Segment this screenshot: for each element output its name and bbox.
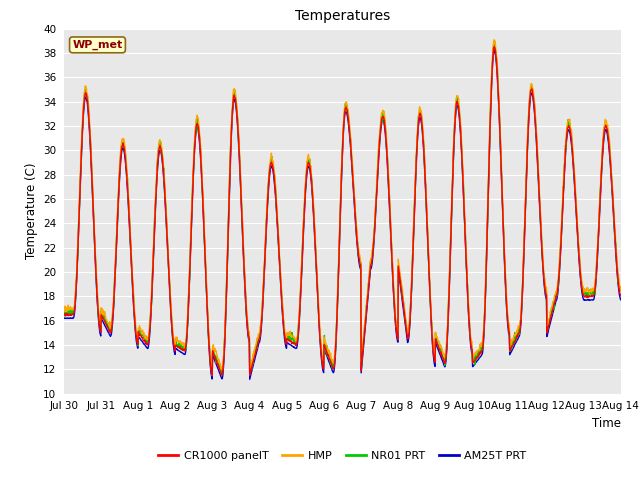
Y-axis label: Temperature (C): Temperature (C) [24,163,38,260]
X-axis label: Time: Time [592,417,621,430]
Text: WP_met: WP_met [72,40,123,50]
Title: Temperatures: Temperatures [295,10,390,24]
Legend: CR1000 panelT, HMP, NR01 PRT, AM25T PRT: CR1000 panelT, HMP, NR01 PRT, AM25T PRT [154,446,531,466]
